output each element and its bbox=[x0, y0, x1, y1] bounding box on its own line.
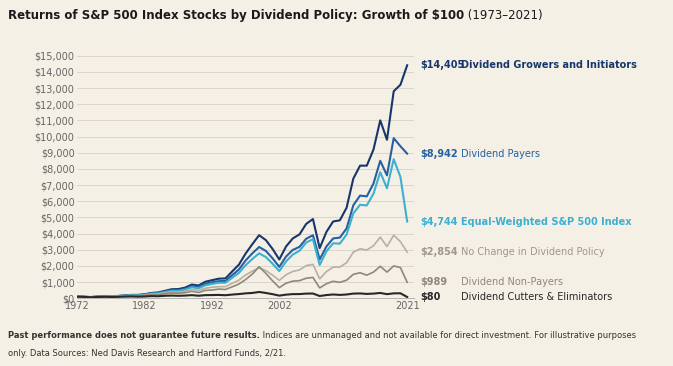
Text: $8,942: $8,942 bbox=[421, 149, 458, 158]
Text: $2,854: $2,854 bbox=[421, 247, 458, 257]
Text: $14,405: $14,405 bbox=[421, 60, 465, 70]
Text: Dividend Non-Payers: Dividend Non-Payers bbox=[461, 277, 563, 287]
Text: Dividend Payers: Dividend Payers bbox=[461, 149, 540, 158]
Text: (1973–2021): (1973–2021) bbox=[464, 9, 543, 22]
Text: Dividend Cutters & Eliminators: Dividend Cutters & Eliminators bbox=[461, 292, 612, 302]
Text: only. Data Sources: Ned Davis Research and Hartford Funds, 2/21.: only. Data Sources: Ned Davis Research a… bbox=[8, 349, 286, 358]
Text: $989: $989 bbox=[421, 277, 448, 287]
Text: Past performance does not guarantee future results.: Past performance does not guarantee futu… bbox=[8, 331, 260, 340]
Text: Dividend Growers and Initiators: Dividend Growers and Initiators bbox=[461, 60, 637, 70]
Text: Indices are unmanaged and not available for direct investment. For illustrative : Indices are unmanaged and not available … bbox=[260, 331, 636, 340]
Text: Equal-Weighted S&P 500 Index: Equal-Weighted S&P 500 Index bbox=[461, 217, 631, 227]
Text: $80: $80 bbox=[421, 292, 441, 302]
Text: Returns of S&P 500 Index Stocks by Dividend Policy: Growth of $100: Returns of S&P 500 Index Stocks by Divid… bbox=[8, 9, 464, 22]
Text: No Change in Dividend Policy: No Change in Dividend Policy bbox=[461, 247, 604, 257]
Text: $4,744: $4,744 bbox=[421, 217, 458, 227]
